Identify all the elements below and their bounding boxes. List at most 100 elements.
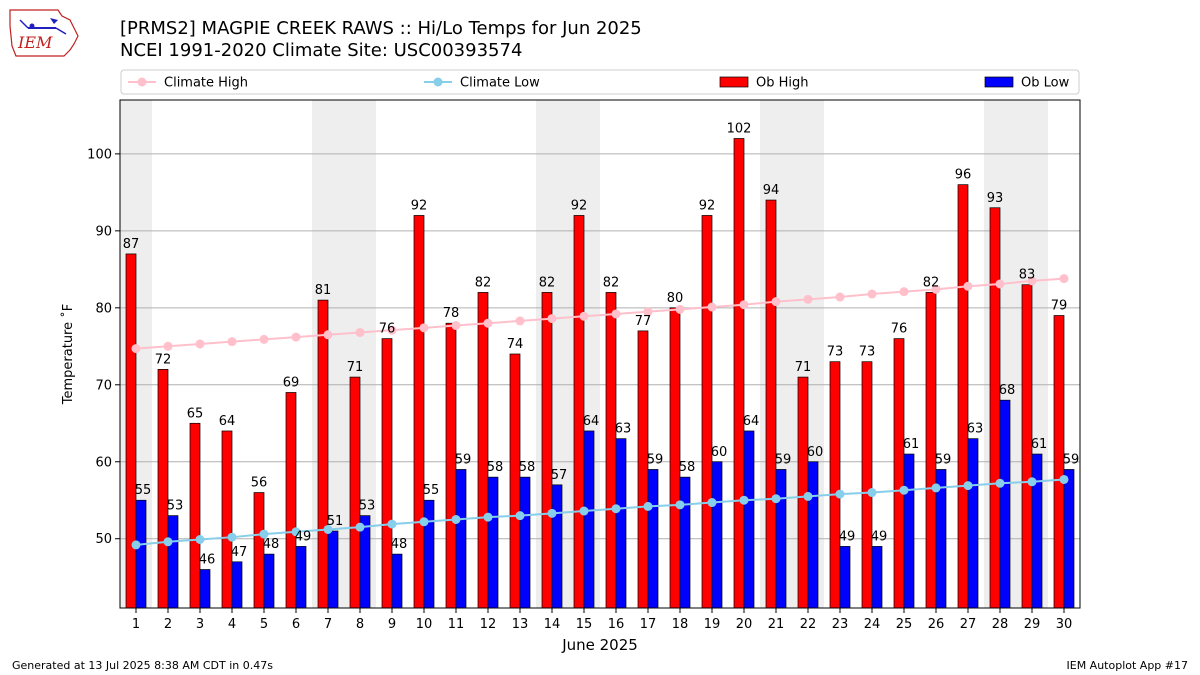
x-tick-label: 25 — [896, 617, 913, 632]
climate-high-point — [963, 281, 973, 291]
ob-low-bar — [391, 553, 403, 609]
ob-high-label: 92 — [571, 198, 588, 213]
climate-high-point — [1027, 276, 1037, 286]
ob-low-bar — [871, 546, 883, 609]
x-tick-label: 28 — [992, 617, 1009, 632]
ob-high-label: 56 — [251, 476, 268, 491]
climate-high-point — [835, 292, 845, 302]
climate-low-point — [419, 517, 429, 527]
y-tick-label: 100 — [87, 147, 112, 162]
ob-low-label: 53 — [167, 499, 184, 514]
ob-high-bar — [477, 292, 489, 609]
climate-high-point — [323, 330, 333, 340]
ob-high-bar — [669, 307, 681, 609]
climate-low-point — [195, 534, 205, 544]
ob-high-label: 82 — [923, 275, 940, 290]
ob-high-bar — [157, 369, 169, 609]
x-tick-label: 15 — [576, 617, 593, 632]
legend-climate-high-marker — [137, 77, 147, 87]
ob-high-label: 73 — [859, 345, 876, 360]
ob-low-label: 58 — [679, 460, 696, 475]
legend-climate-high-label: Climate High — [164, 76, 248, 91]
legend-ob-low-swatch — [984, 76, 1014, 88]
x-tick-label: 24 — [864, 617, 881, 632]
ob-high-label: 79 — [1051, 299, 1068, 314]
ob-high-label: 71 — [795, 360, 812, 375]
x-tick-label: 16 — [608, 617, 625, 632]
ob-low-label: 59 — [455, 452, 472, 467]
climate-low-line — [135, 478, 1065, 546]
climate-high-point — [611, 309, 621, 319]
y-axis-label: Temperature ˚F — [60, 304, 76, 405]
ob-low-bar — [519, 476, 531, 609]
ob-high-label: 72 — [155, 352, 172, 367]
ob-low-label: 63 — [967, 422, 984, 437]
plot-frame — [119, 99, 1081, 609]
ob-low-label: 53 — [359, 499, 376, 514]
climate-high-point — [867, 289, 877, 299]
climate-high-point — [131, 344, 141, 354]
ob-low-bar — [199, 569, 211, 609]
ob-high-bar — [285, 392, 297, 609]
ob-low-bar — [807, 461, 819, 609]
ob-low-label: 49 — [295, 529, 312, 544]
ob-high-bar — [541, 292, 553, 609]
climate-low-point — [803, 491, 813, 501]
ob-low-bar — [839, 546, 851, 609]
x-tick-label: 12 — [480, 617, 497, 632]
ob-high-bar — [989, 207, 1001, 609]
climate-high-point — [899, 287, 909, 297]
x-tick-label: 26 — [928, 617, 945, 632]
climate-low-point — [515, 511, 525, 521]
ob-low-label: 57 — [551, 468, 568, 483]
ob-low-bar — [711, 461, 723, 609]
chart-subtitle: NCEI 1991-2020 Climate Site: USC00393574 — [120, 40, 523, 61]
ob-high-bar — [765, 199, 777, 609]
climate-high-point — [355, 327, 365, 337]
climate-low-point — [227, 532, 237, 542]
ob-high-label: 82 — [539, 275, 556, 290]
ob-high-bar — [637, 330, 649, 609]
ob-high-label: 76 — [891, 322, 908, 337]
ob-high-label: 71 — [347, 360, 364, 375]
climate-low-point — [579, 506, 589, 516]
climate-low-point — [1059, 474, 1069, 484]
ob-low-label: 60 — [711, 445, 728, 460]
x-axis-label: June 2025 — [561, 636, 638, 654]
ob-low-bar — [1063, 469, 1075, 609]
legend-box — [120, 69, 1080, 95]
ob-low-label: 55 — [423, 483, 440, 498]
ob-high-bar — [221, 430, 233, 609]
ob-high-bar — [125, 253, 137, 609]
climate-low-point — [963, 481, 973, 491]
app-label: IEM Autoplot App #17 — [1066, 659, 1189, 672]
x-tick-label: 30 — [1056, 617, 1073, 632]
climate-low-point — [451, 514, 461, 524]
ob-high-label: 76 — [379, 322, 396, 337]
climate-low-point — [131, 540, 141, 550]
legend-ob-high-swatch — [719, 76, 749, 88]
x-tick-label: 23 — [832, 617, 849, 632]
ob-low-bar — [295, 546, 307, 609]
climate-high-point — [259, 334, 269, 344]
legend-ob-low-label: Ob Low — [1021, 76, 1070, 91]
ob-high-label: 94 — [763, 183, 780, 198]
ob-high-label: 96 — [955, 168, 972, 183]
ob-low-label: 46 — [199, 553, 216, 568]
ob-low-bar — [583, 430, 595, 609]
y-tick-label: 60 — [95, 455, 112, 470]
ob-high-bar — [733, 138, 745, 609]
ob-low-bar — [487, 476, 499, 609]
x-tick-label: 3 — [196, 617, 204, 632]
ob-high-bar — [605, 292, 617, 609]
climate-high-point — [419, 323, 429, 333]
climate-low-point — [291, 527, 301, 537]
legend-climate-low-marker — [433, 77, 443, 87]
ob-low-label: 47 — [231, 545, 248, 560]
ob-high-label: 74 — [507, 337, 524, 352]
ob-high-bar — [413, 215, 425, 609]
climate-high-line — [135, 277, 1065, 350]
climate-low-point — [899, 485, 909, 495]
climate-high-point — [547, 314, 557, 324]
